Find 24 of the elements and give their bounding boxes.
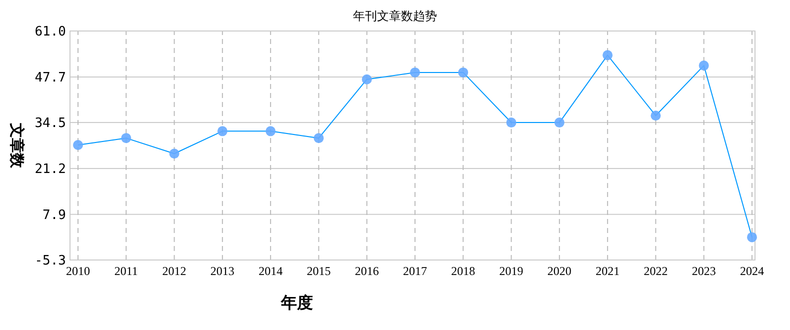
y-tick-label: 61.0 (34, 24, 66, 40)
x-axis-title: 年度 (280, 293, 314, 312)
y-tick-label: -5.3 (34, 254, 66, 269)
x-tick-label: 2024 (740, 264, 764, 278)
x-tick-label: 2021 (596, 264, 620, 278)
x-tick-label: 2022 (644, 264, 668, 278)
x-tick-label: 2018 (451, 264, 476, 278)
x-tick-label: 2011 (114, 264, 138, 278)
x-tick-label: 2015 (306, 264, 331, 278)
y-axis-title: 文章数 (8, 122, 26, 169)
x-tick-label: 2020 (547, 264, 572, 278)
x-tick-label: 2013 (210, 264, 234, 278)
y-tick-label: 7.9 (42, 208, 66, 223)
x-tick-label: 2017 (403, 264, 427, 278)
x-tick-label: 2019 (499, 264, 524, 278)
x-tick-label: 2016 (354, 264, 379, 278)
chart-title: 年刊文章数趋势 (353, 9, 437, 23)
x-tick-label: 2014 (258, 264, 283, 278)
y-tick-label: 47.7 (34, 70, 66, 86)
x-tick-label: 2023 (692, 264, 716, 278)
x-tick-label: 2012 (162, 264, 186, 278)
x-tick-label: 2010 (66, 264, 90, 278)
y-tick-label: 34.5 (34, 116, 66, 132)
y-tick-label: 21.2 (34, 162, 66, 178)
